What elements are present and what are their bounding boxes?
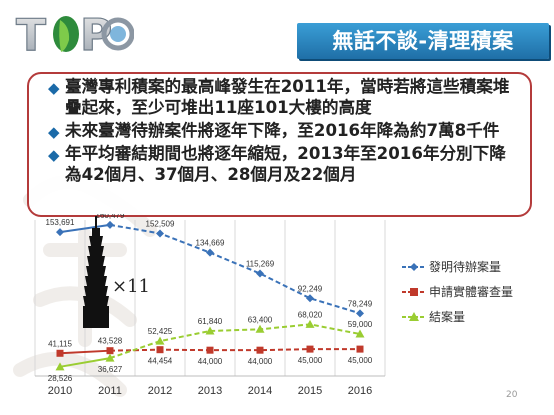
data-point	[206, 248, 214, 257]
series-line	[59, 349, 111, 355]
bullet-box	[27, 72, 532, 217]
legend-label: 結案量	[429, 310, 466, 324]
data-point	[255, 324, 265, 333]
x-tick-label: 2010	[48, 385, 72, 397]
bullet-text: 未來臺灣待辦案件將逐年下降，至2016年降為約7萬8千件	[65, 121, 500, 140]
svg-text:P: P	[80, 10, 112, 61]
diamond-bullet-icon: ◆	[48, 79, 60, 97]
data-label: 152,509	[146, 219, 175, 228]
data-point	[105, 353, 115, 362]
data-label: 63,400	[248, 315, 273, 324]
data-label: 43,528	[98, 337, 123, 346]
data-point	[356, 345, 364, 353]
data-point	[206, 346, 214, 354]
data-label: 44,000	[248, 357, 273, 366]
x-tick-label: 2014	[248, 385, 272, 397]
data-point	[106, 347, 114, 355]
page-number: 20	[506, 390, 518, 400]
title-banner: 無話不談-清理積案	[297, 23, 549, 59]
diamond-bullet-icon: ◆	[48, 146, 60, 164]
x-tick-label: 2013	[198, 385, 222, 397]
legend-item: 結案量	[402, 306, 542, 328]
slide-title: 無話不談-清理積案	[332, 29, 514, 53]
data-point	[56, 228, 64, 237]
chart-legend: 發明待辦案量 申請實體審查量 結案量	[402, 256, 542, 331]
legend-square-marker-icon	[402, 288, 426, 296]
data-label: 78,249	[348, 299, 373, 308]
bullet-item: ◆ 未來臺灣待辦案件將逐年下降，至2016年降為約7萬8千件	[48, 120, 518, 141]
bullet-list: ◆ 臺灣專利積案的最高峰發生在2011年，當時若將這些積案堆疊起來，至少可堆出11…	[48, 76, 518, 187]
taipei-101-icon	[83, 216, 109, 328]
x-tick-label: 2011	[98, 385, 122, 397]
data-point	[306, 294, 314, 303]
data-point	[306, 345, 314, 353]
x-tick-label: 2015	[298, 385, 322, 397]
legend-triangle-marker-icon	[402, 312, 426, 321]
data-point	[156, 229, 164, 238]
data-label: 28,526	[48, 374, 73, 383]
series-line-projected	[109, 348, 360, 352]
data-label: 160,479	[96, 214, 125, 220]
bullet-item: ◆ 臺灣專利積案的最高峰發生在2011年，當時若將這些積案堆疊起來，至少可堆出11…	[48, 76, 518, 118]
series-line-projected	[109, 223, 361, 315]
data-point	[305, 319, 315, 328]
data-label: 36,627	[98, 365, 123, 374]
data-point	[55, 362, 65, 371]
data-point	[56, 349, 64, 357]
x-tick-label: 2012	[148, 385, 172, 397]
data-point	[256, 269, 264, 278]
series-line	[59, 223, 111, 234]
data-point	[156, 346, 164, 354]
data-label: 52,425	[148, 327, 173, 336]
svg-text:T: T	[16, 10, 46, 61]
tipo-logo: T P	[14, 6, 135, 66]
case-volume-chart: 2010 2011 2012 2013 2014 2015 2016 153,691 160,4…	[34, 214, 386, 397]
data-point	[106, 220, 114, 229]
data-label: 44,454	[148, 357, 173, 366]
data-point	[355, 329, 365, 338]
data-point	[256, 346, 264, 354]
data-point	[205, 326, 215, 335]
legend-label: 發明待辦案量	[429, 260, 502, 274]
bullet-text: 年平均審結期間也將逐年縮短，2013年至2016年分別下降為42個月、37個月、…	[65, 144, 506, 184]
series-line	[59, 357, 111, 368]
data-point	[155, 336, 165, 345]
data-label: 45,000	[348, 356, 373, 365]
legend-item: 發明待辦案量	[402, 256, 542, 278]
data-label: 59,000	[348, 320, 373, 329]
building-multiplier: ×11	[112, 276, 150, 297]
data-label: 44,000	[198, 357, 223, 366]
data-label: 68,020	[298, 310, 323, 319]
legend-item: 申請實體審查量	[402, 281, 542, 303]
data-point	[356, 309, 364, 318]
x-tick-label: 2016	[348, 385, 372, 397]
legend-diamond-marker-icon	[402, 263, 426, 271]
diamond-bullet-icon: ◆	[48, 123, 60, 141]
data-label: 115,269	[246, 260, 275, 269]
data-label: 61,840	[198, 317, 223, 326]
data-label: 134,669	[196, 239, 225, 248]
legend-label: 申請實體審查量	[429, 285, 514, 299]
data-label: 92,249	[298, 284, 323, 293]
data-label: 45,000	[298, 356, 323, 365]
data-label: 41,115	[48, 339, 72, 348]
bullet-text: 臺灣專利積案的最高峰發生在2011年，當時若將這些積案堆疊起來，至少可堆出11座…	[65, 77, 510, 117]
data-label: 153,691	[46, 218, 75, 227]
series-line-projected	[109, 323, 361, 360]
bullet-item: ◆ 年平均審結期間也將逐年縮短，2013年至2016年分別下降為42個月、37個月…	[48, 143, 518, 185]
